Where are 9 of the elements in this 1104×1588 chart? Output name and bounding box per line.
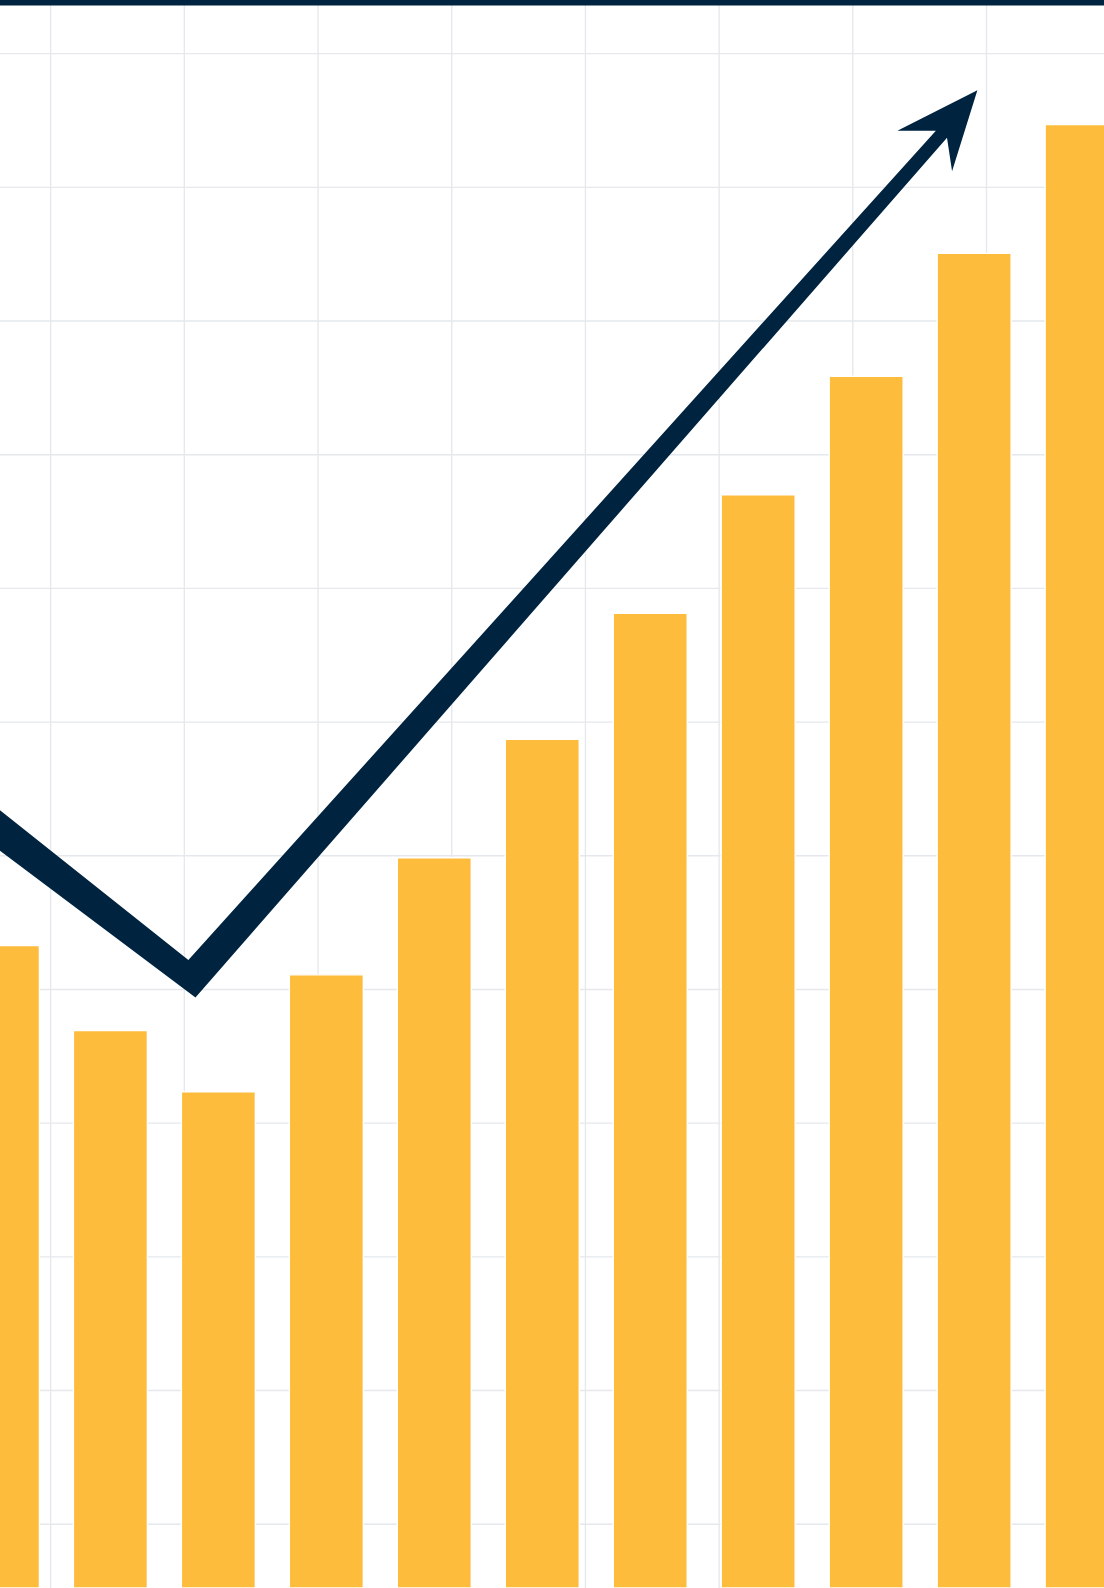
bar — [72, 1029, 149, 1588]
bar — [180, 1091, 257, 1588]
bar — [396, 857, 472, 1588]
bar — [936, 252, 1012, 1588]
bar — [720, 494, 796, 1588]
bar — [612, 612, 688, 1588]
bar — [288, 974, 365, 1588]
bar — [504, 738, 580, 1588]
bar — [828, 375, 904, 1588]
